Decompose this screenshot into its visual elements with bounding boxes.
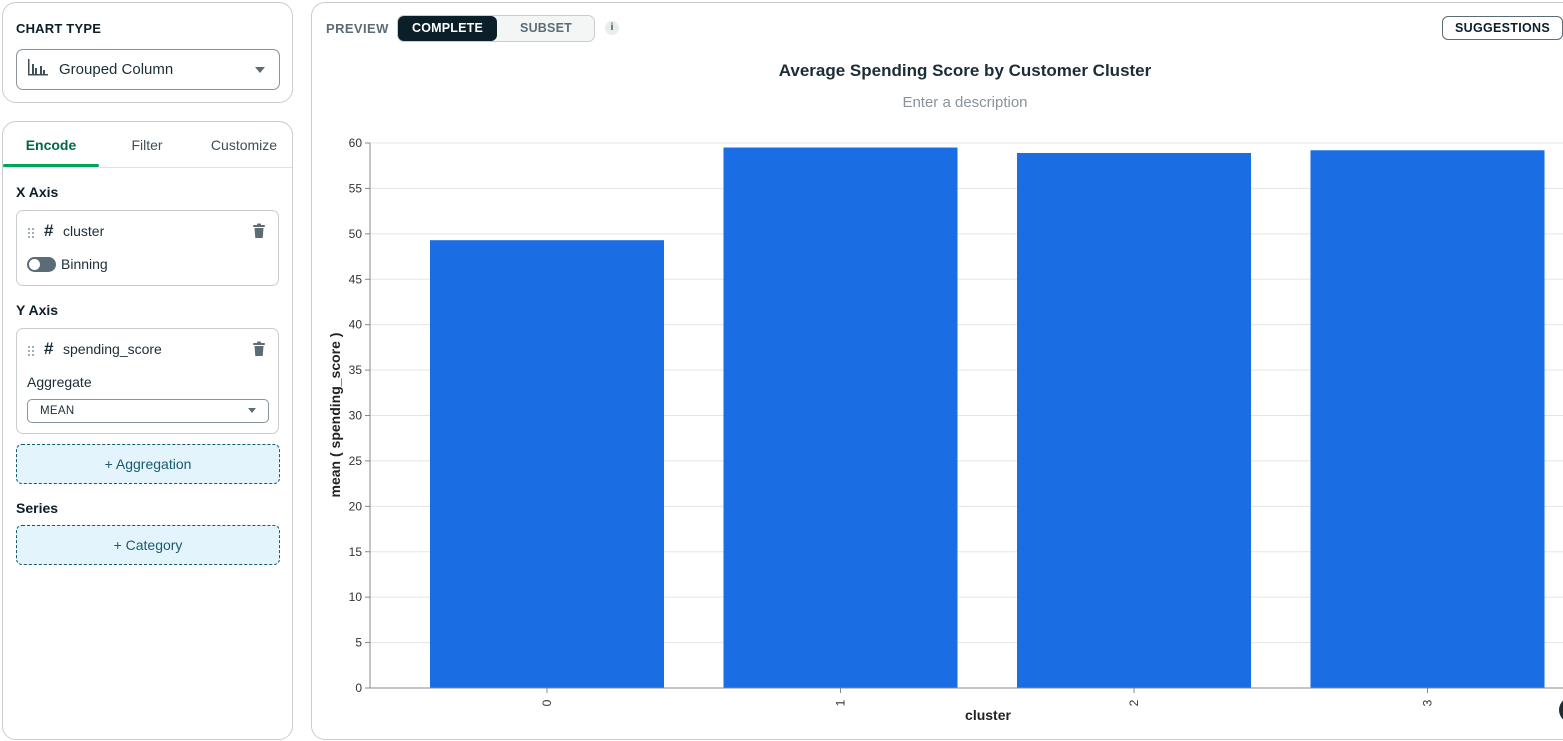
y-tick-label: 35 bbox=[349, 363, 363, 377]
subset-mode-button[interactable]: SUBSET bbox=[520, 21, 572, 35]
chevron-down-icon bbox=[248, 408, 256, 413]
number-type-icon: # bbox=[44, 221, 54, 240]
panel-tabs: Encode Filter Customize bbox=[3, 122, 292, 168]
y-tick-label: 25 bbox=[349, 454, 363, 468]
x-axis-field-card: # cluster Binning bbox=[16, 210, 279, 286]
x-axis-label: X Axis bbox=[16, 184, 59, 200]
x-tick-label: 3 bbox=[1421, 699, 1435, 706]
x-axis-field-name: cluster bbox=[63, 223, 105, 239]
add-category-button[interactable]: + Category bbox=[16, 525, 280, 565]
y-tick-label: 0 bbox=[355, 681, 362, 695]
chart-type-value: Grouped Column bbox=[59, 61, 174, 78]
number-type-icon: # bbox=[44, 339, 54, 358]
y-tick-label: 60 bbox=[349, 136, 363, 150]
trash-icon[interactable] bbox=[252, 341, 266, 357]
x-tick-label: 0 bbox=[540, 699, 554, 706]
tab-customize[interactable]: Customize bbox=[210, 137, 278, 153]
drag-handle-icon[interactable] bbox=[27, 226, 35, 238]
y-tick-label: 20 bbox=[349, 499, 363, 513]
aggregate-select[interactable]: MEAN bbox=[27, 399, 269, 423]
tab-filter[interactable]: Filter bbox=[131, 137, 163, 153]
binning-toggle[interactable] bbox=[27, 257, 56, 272]
series-label: Series bbox=[16, 500, 59, 516]
chevron-down-icon bbox=[255, 66, 265, 73]
y-tick-label: 45 bbox=[349, 272, 363, 286]
y-tick-label: 15 bbox=[349, 545, 363, 559]
binning-label: Binning bbox=[61, 256, 108, 272]
chart-description[interactable]: Enter a description bbox=[902, 94, 1028, 111]
chart-type-panel: CHART TYPE Grouped Column bbox=[2, 2, 293, 103]
active-tab-indicator bbox=[3, 164, 99, 167]
bar-cluster-1[interactable] bbox=[723, 147, 958, 688]
bar-cluster-2[interactable] bbox=[1017, 152, 1251, 688]
data-mode-toggle: COMPLETE SUBSET bbox=[397, 15, 595, 42]
y-tick-label: 10 bbox=[349, 590, 363, 604]
bar-chart: 0 5 10 15 20 25 30 35 40 45 50 55 60 0 1 2 3 cluster mean … bbox=[327, 136, 1563, 723]
add-aggregation-button[interactable]: + Aggregation bbox=[16, 444, 280, 484]
x-tick-label: 1 bbox=[834, 699, 848, 706]
info-icon[interactable]: i bbox=[605, 21, 619, 35]
y-tick-label: 30 bbox=[349, 409, 363, 423]
y-axis-label: Y Axis bbox=[16, 302, 59, 318]
aggregate-value: MEAN bbox=[40, 405, 75, 417]
y-axis-title: mean ( spending_score ) bbox=[327, 333, 343, 498]
drag-handle-icon[interactable] bbox=[27, 344, 35, 356]
x-tick-label: 2 bbox=[1127, 699, 1141, 706]
encode-panel: Encode Filter Customize X Axis # cluster… bbox=[2, 121, 293, 740]
suggestions-button[interactable]: SUGGESTIONS bbox=[1442, 16, 1563, 40]
chart-type-caption: CHART TYPE bbox=[16, 21, 102, 36]
preview-label: PREVIEW bbox=[326, 21, 389, 36]
chart-type-select[interactable]: Grouped Column bbox=[16, 49, 280, 90]
y-axis-field-name: spending_score bbox=[63, 341, 162, 357]
grouped-column-icon bbox=[27, 58, 49, 81]
x-axis-title: cluster bbox=[965, 707, 1011, 723]
aggregate-label: Aggregate bbox=[27, 374, 92, 390]
y-tick-label: 40 bbox=[349, 318, 363, 332]
y-tick-label: 5 bbox=[355, 636, 362, 650]
complete-mode-button[interactable]: COMPLETE bbox=[398, 16, 497, 41]
tab-encode[interactable]: Encode bbox=[25, 137, 77, 153]
toggle-knob bbox=[29, 259, 40, 270]
bar-cluster-3[interactable] bbox=[1310, 150, 1545, 688]
y-tick-label: 55 bbox=[349, 181, 363, 195]
trash-icon[interactable] bbox=[252, 223, 266, 239]
y-axis-field-card: # spending_score Aggregate MEAN bbox=[16, 328, 279, 434]
bar-cluster-0[interactable] bbox=[430, 240, 664, 689]
chart-title[interactable]: Average Spending Score by Customer Clust… bbox=[778, 61, 1152, 80]
help-button[interactable] bbox=[1559, 697, 1563, 723]
y-tick-label: 50 bbox=[349, 227, 363, 241]
